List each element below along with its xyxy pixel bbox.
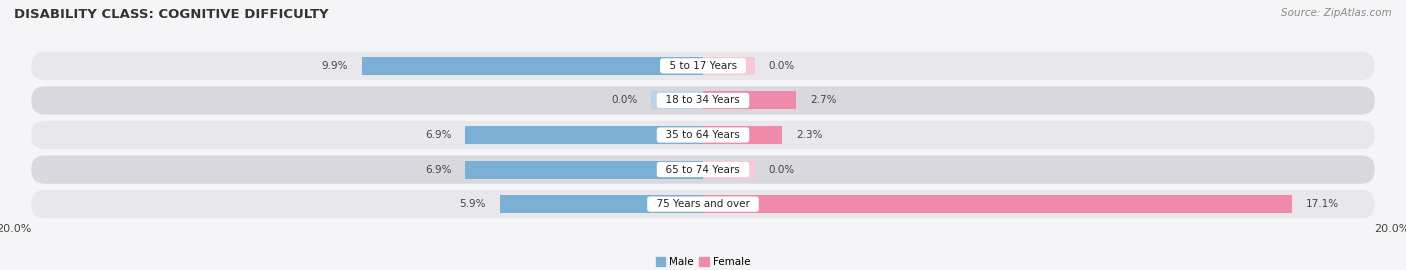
FancyBboxPatch shape: [31, 121, 1375, 149]
Bar: [651, 92, 703, 109]
Text: 9.9%: 9.9%: [322, 61, 349, 71]
FancyBboxPatch shape: [31, 156, 1375, 184]
FancyBboxPatch shape: [31, 52, 1375, 80]
Bar: [361, 57, 703, 75]
Bar: [703, 57, 755, 75]
Text: 5 to 17 Years: 5 to 17 Years: [662, 61, 744, 71]
Bar: [465, 126, 703, 144]
Bar: [703, 92, 796, 109]
Text: 65 to 74 Years: 65 to 74 Years: [659, 164, 747, 175]
Text: 0.0%: 0.0%: [769, 164, 794, 175]
Text: 18 to 34 Years: 18 to 34 Years: [659, 95, 747, 106]
Bar: [499, 195, 703, 213]
FancyBboxPatch shape: [31, 86, 1375, 114]
Text: 6.9%: 6.9%: [425, 130, 451, 140]
Text: 35 to 64 Years: 35 to 64 Years: [659, 130, 747, 140]
Bar: [703, 126, 782, 144]
Bar: [703, 161, 755, 178]
Text: 2.7%: 2.7%: [810, 95, 837, 106]
Text: DISABILITY CLASS: COGNITIVE DIFFICULTY: DISABILITY CLASS: COGNITIVE DIFFICULTY: [14, 8, 329, 21]
Text: 2.3%: 2.3%: [796, 130, 823, 140]
Bar: [465, 161, 703, 178]
Text: Source: ZipAtlas.com: Source: ZipAtlas.com: [1281, 8, 1392, 18]
FancyBboxPatch shape: [31, 190, 1375, 218]
Bar: [703, 195, 1292, 213]
Text: 17.1%: 17.1%: [1306, 199, 1339, 209]
Text: 0.0%: 0.0%: [769, 61, 794, 71]
Legend: Male, Female: Male, Female: [651, 253, 755, 270]
Text: 0.0%: 0.0%: [612, 95, 637, 106]
Text: 5.9%: 5.9%: [460, 199, 486, 209]
Text: 6.9%: 6.9%: [425, 164, 451, 175]
Text: 75 Years and over: 75 Years and over: [650, 199, 756, 209]
